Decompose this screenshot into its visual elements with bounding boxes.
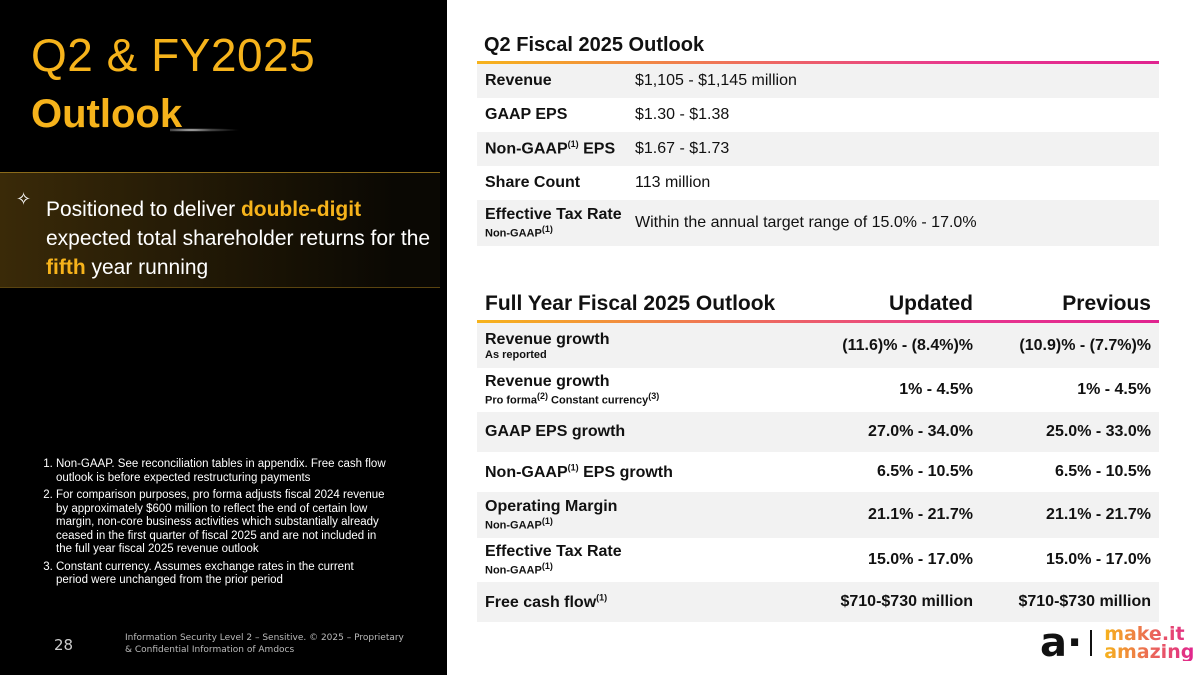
confidential-notice: Information Security Level 2 – Sensitive… <box>125 633 404 655</box>
text: Positioned to deliver <box>46 198 241 221</box>
table-row: GAAP EPS growth 27.0% - 34.0% 25.0% - 33.0… <box>477 412 1159 452</box>
fy-header: Full Year Fiscal 2025 Outlook Updated Prev… <box>477 288 1159 320</box>
updated-value: 21.1% - 21.7% <box>868 506 973 523</box>
row-label: Free cash flow(1) <box>485 592 608 611</box>
q2-table: Revenue $1,105 - $1,145 million GAAP EPS $… <box>477 61 1159 246</box>
row-value: Within the annual target range of 15.0% … <box>635 214 977 231</box>
footnote: For comparison purposes, pro forma adjus… <box>56 489 388 557</box>
previous-value: 25.0% - 33.0% <box>1046 423 1151 440</box>
previous-value: 1% - 4.5% <box>1077 381 1151 398</box>
table-row: Revenue growth Pro forma(2) Constant curr… <box>477 368 1159 412</box>
row-label: GAAP EPS <box>485 106 568 123</box>
positioned-text: Positioned to deliver double-digit expec… <box>46 195 436 282</box>
title-line1: Q2 & FY2025 <box>31 29 316 81</box>
table-row: Effective Tax Rate Non-GAAP(1) 15.0% - 17.… <box>477 538 1159 582</box>
logo-tagline: make.it amazing <box>1104 623 1195 663</box>
footnote: Constant currency. Assumes exchange rate… <box>56 561 388 588</box>
updated-value: 27.0% - 34.0% <box>868 423 973 440</box>
previous-value: 6.5% - 10.5% <box>1054 463 1151 480</box>
footnote: Non-GAAP. See reconciliation tables in a… <box>56 458 388 485</box>
previous-value: (10.9)% - (7.7%)% <box>1019 336 1151 354</box>
row-label: GAAP EPS growth <box>485 423 626 440</box>
highlight: fifth <box>46 256 86 279</box>
previous-value: 15.0% - 17.0% <box>1046 551 1151 568</box>
highlight-band: ✧ Positioned to deliver double-digit exp… <box>0 172 440 288</box>
logo-divider <box>1090 630 1093 656</box>
fy-title: Full Year Fiscal 2025 Outlook <box>485 292 776 315</box>
table-row: Free cash flow(1) $710-$730 million $710-$… <box>477 582 1159 622</box>
table-row: Non-GAAP(1) EPS growth 6.5% - 10.5% 6.5% -… <box>477 452 1159 492</box>
row-value: $1.30 - $1.38 <box>635 106 730 123</box>
row-label: Revenue growth As reported <box>485 330 610 361</box>
logo-mark: a· <box>1040 620 1083 666</box>
q2-title: Q2 Fiscal 2025 Outlook <box>484 34 705 56</box>
gradient-rule <box>477 61 1159 64</box>
highlight: double-digit <box>240 198 362 221</box>
row-label: Non-GAAP(1) EPS growth <box>485 462 673 481</box>
row-label: Non-GAAP(1) EPS <box>485 139 616 158</box>
row-label: Effective Tax Rate Non-GAAP(1) <box>485 543 622 577</box>
updated-value: 6.5% - 10.5% <box>876 463 973 480</box>
row-label: Operating Margin Non-GAAP(1) <box>485 498 618 532</box>
table-row: Effective Tax Rate Non-GAAP(1) Within the … <box>477 200 1159 246</box>
updated-value: 1% - 4.5% <box>899 381 973 398</box>
fy-table: Full Year Fiscal 2025 Outlook Updated Prev… <box>477 288 1159 622</box>
previous-value: $710-$730 million <box>1018 593 1151 610</box>
updated-value: (11.6)% - (8.4%)% <box>842 336 973 354</box>
table-row: Operating Margin Non-GAAP(1) 21.1% - 21.7%… <box>477 492 1159 538</box>
left-panel: Q2 & FY2025 Outlook ✧ Positioned to deli… <box>0 0 447 675</box>
row-label: Share Count <box>485 174 581 191</box>
row-value: $1.67 - $1.73 <box>635 140 730 157</box>
row-value: $1,105 - $1,145 million <box>635 72 797 89</box>
footnotes: Non-GAAP. See reconciliation tables in a… <box>38 458 388 592</box>
table-row: GAAP EPS $1.30 - $1.38 <box>477 98 1159 132</box>
row-value: 113 million <box>635 174 711 191</box>
row-label: Revenue <box>485 72 552 89</box>
sparkle-icon: ✧ <box>16 189 32 210</box>
table-row: Non-GAAP(1) EPS $1.67 - $1.73 <box>477 132 1159 166</box>
col-updated: Updated <box>889 292 973 315</box>
updated-value: 15.0% - 17.0% <box>868 551 973 568</box>
table-row: Revenue $1,105 - $1,145 million <box>477 64 1159 98</box>
row-label: Effective Tax Rate Non-GAAP(1) <box>485 206 622 240</box>
text: expected total shareholder returns for t… <box>46 227 431 250</box>
previous-value: 21.1% - 21.7% <box>1046 506 1151 523</box>
glow-decoration <box>170 128 240 132</box>
page-number: 28 <box>54 636 74 654</box>
table-row: Share Count 113 million <box>477 166 1159 200</box>
text: year running <box>85 256 209 279</box>
updated-value: $710-$730 million <box>840 593 973 610</box>
table-row: Revenue growth As reported (11.6)% - (8.4%… <box>477 323 1159 368</box>
col-previous: Previous <box>1062 292 1151 315</box>
title-line2: Outlook <box>31 92 183 136</box>
row-label: Revenue growth Pro forma(2) Constant curr… <box>485 373 660 407</box>
gradient-rule <box>477 320 1159 323</box>
amdocs-logo: a· make.it amazing <box>1040 620 1195 666</box>
